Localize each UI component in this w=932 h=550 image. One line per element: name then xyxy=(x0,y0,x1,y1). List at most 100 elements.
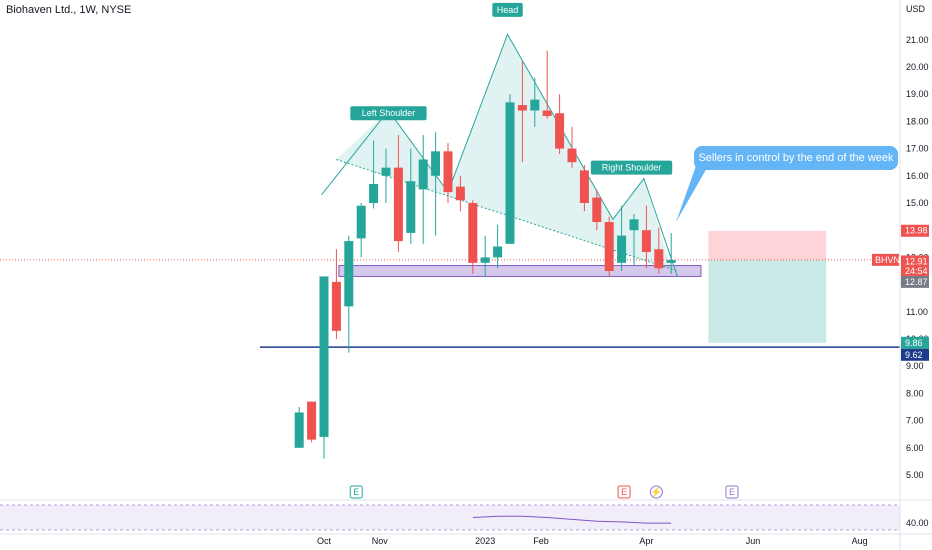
price-tag-box-0 xyxy=(901,224,929,237)
candle-body-1 xyxy=(307,401,317,440)
candle-10 xyxy=(418,135,428,244)
time-tick-4: Apr xyxy=(639,536,653,546)
candle-body-13 xyxy=(455,186,465,201)
pattern-label-box-0 xyxy=(350,106,427,121)
candle-20 xyxy=(542,50,552,119)
candle-23 xyxy=(579,164,589,212)
candle-body-25 xyxy=(604,222,614,271)
candle-body-3 xyxy=(331,281,341,331)
candle-body-27 xyxy=(629,219,639,231)
candle-5 xyxy=(356,203,366,258)
rsi-line xyxy=(472,515,672,524)
event-marker-1: E xyxy=(621,487,627,497)
price-tag-box-5 xyxy=(901,348,929,361)
pattern-label-1: Head xyxy=(497,5,519,15)
axes-layer: USD5.006.007.008.009.0010.0011.0012.0013… xyxy=(317,0,929,550)
callout-pointer xyxy=(676,166,708,222)
candle-3 xyxy=(331,249,341,339)
price-tick-11: 16.00 xyxy=(906,171,929,181)
candle-25 xyxy=(604,216,614,277)
price-tick-4: 9.00 xyxy=(906,361,924,371)
time-tick-6: Aug xyxy=(852,536,868,546)
price-tick-1: 6.00 xyxy=(906,443,924,453)
candle-22 xyxy=(567,126,577,168)
candle-15 xyxy=(480,235,490,277)
candle-body-23 xyxy=(579,170,589,203)
candle-14 xyxy=(468,200,478,274)
event-marker-box-0 xyxy=(349,485,363,499)
candle-body-12 xyxy=(443,151,453,193)
callout-bubble[interactable]: Sellers in control by the end of the wee… xyxy=(694,146,898,170)
time-tick-3: Feb xyxy=(533,536,549,546)
candle-body-20 xyxy=(542,110,552,116)
candle-8 xyxy=(393,135,403,252)
price-tick-15: 20.00 xyxy=(906,62,929,72)
symbol-tag-box xyxy=(872,253,899,266)
time-tick-0: Oct xyxy=(317,536,332,546)
candle-12 xyxy=(443,143,453,203)
candle-17 xyxy=(505,94,515,244)
price-tag-box-3 xyxy=(901,275,929,288)
price-tag-1: 12.91 xyxy=(905,256,928,266)
candle-body-2 xyxy=(319,276,329,437)
candle-body-4 xyxy=(344,241,354,307)
price-axis-unit: USD xyxy=(906,4,926,14)
candle-6 xyxy=(369,140,379,209)
candle-0 xyxy=(294,407,304,448)
candle-9 xyxy=(406,148,416,244)
price-tag-5: 9.62 xyxy=(905,350,923,360)
symbol-tag: BHVN xyxy=(875,255,900,265)
price-tick-2: 7.00 xyxy=(906,416,924,426)
pattern-layer: Left Shoulder Head Right Shoulder xyxy=(321,2,678,277)
stop-loss-zone xyxy=(708,230,827,261)
event-marker-3: E xyxy=(729,487,735,497)
price-tick-10: 15.00 xyxy=(906,198,929,208)
rsi-band xyxy=(0,505,900,530)
pattern-label-box-1 xyxy=(492,2,523,17)
candle-11 xyxy=(431,132,441,236)
candle-body-10 xyxy=(418,159,428,190)
price-tag-0: 13.98 xyxy=(905,226,928,236)
event-marker-box-3 xyxy=(725,485,739,499)
take-profit-zone xyxy=(708,260,827,343)
candle-body-14 xyxy=(468,203,478,263)
candle-body-7 xyxy=(381,167,391,176)
candle-29 xyxy=(654,227,664,274)
event-marker-box-2 xyxy=(649,485,663,499)
candle-body-30 xyxy=(666,260,676,263)
price-tag-box-2 xyxy=(901,265,929,277)
candles-layer xyxy=(294,50,676,459)
candle-2 xyxy=(319,276,329,459)
price-tick-12: 17.00 xyxy=(906,144,929,154)
pattern-label-0: Left Shoulder xyxy=(362,108,416,118)
candle-body-24 xyxy=(592,197,602,223)
candle-13 xyxy=(455,175,465,212)
candle-body-6 xyxy=(369,183,379,203)
candle-body-17 xyxy=(505,102,515,244)
candle-24 xyxy=(592,189,602,231)
candle-19 xyxy=(530,77,540,127)
candle-27 xyxy=(629,213,639,266)
candle-body-5 xyxy=(356,205,366,239)
candle-1 xyxy=(307,401,317,443)
event-marker-0: E xyxy=(353,487,359,497)
candle-body-0 xyxy=(294,412,304,448)
candle-body-16 xyxy=(493,246,503,258)
overlay-layer: E E ⚡ E xyxy=(349,166,739,499)
candle-body-22 xyxy=(567,148,577,163)
candle-16 xyxy=(493,224,503,269)
time-tick-1: Nov xyxy=(372,536,389,546)
candle-body-8 xyxy=(393,167,403,242)
price-tag-box-4 xyxy=(901,336,929,349)
candle-body-29 xyxy=(654,249,664,269)
price-tag-4: 9.86 xyxy=(905,338,923,348)
rsi-tick: 40.00 xyxy=(906,518,929,528)
candle-body-18 xyxy=(517,105,527,111)
candle-4 xyxy=(344,235,354,353)
pattern-label-box-2 xyxy=(590,160,673,175)
support-zone xyxy=(338,265,702,277)
price-tick-14: 19.00 xyxy=(906,89,929,99)
price-tick-13: 18.00 xyxy=(906,116,929,126)
chart-title: Biohaven Ltd., 1W, NYSE xyxy=(6,4,132,16)
